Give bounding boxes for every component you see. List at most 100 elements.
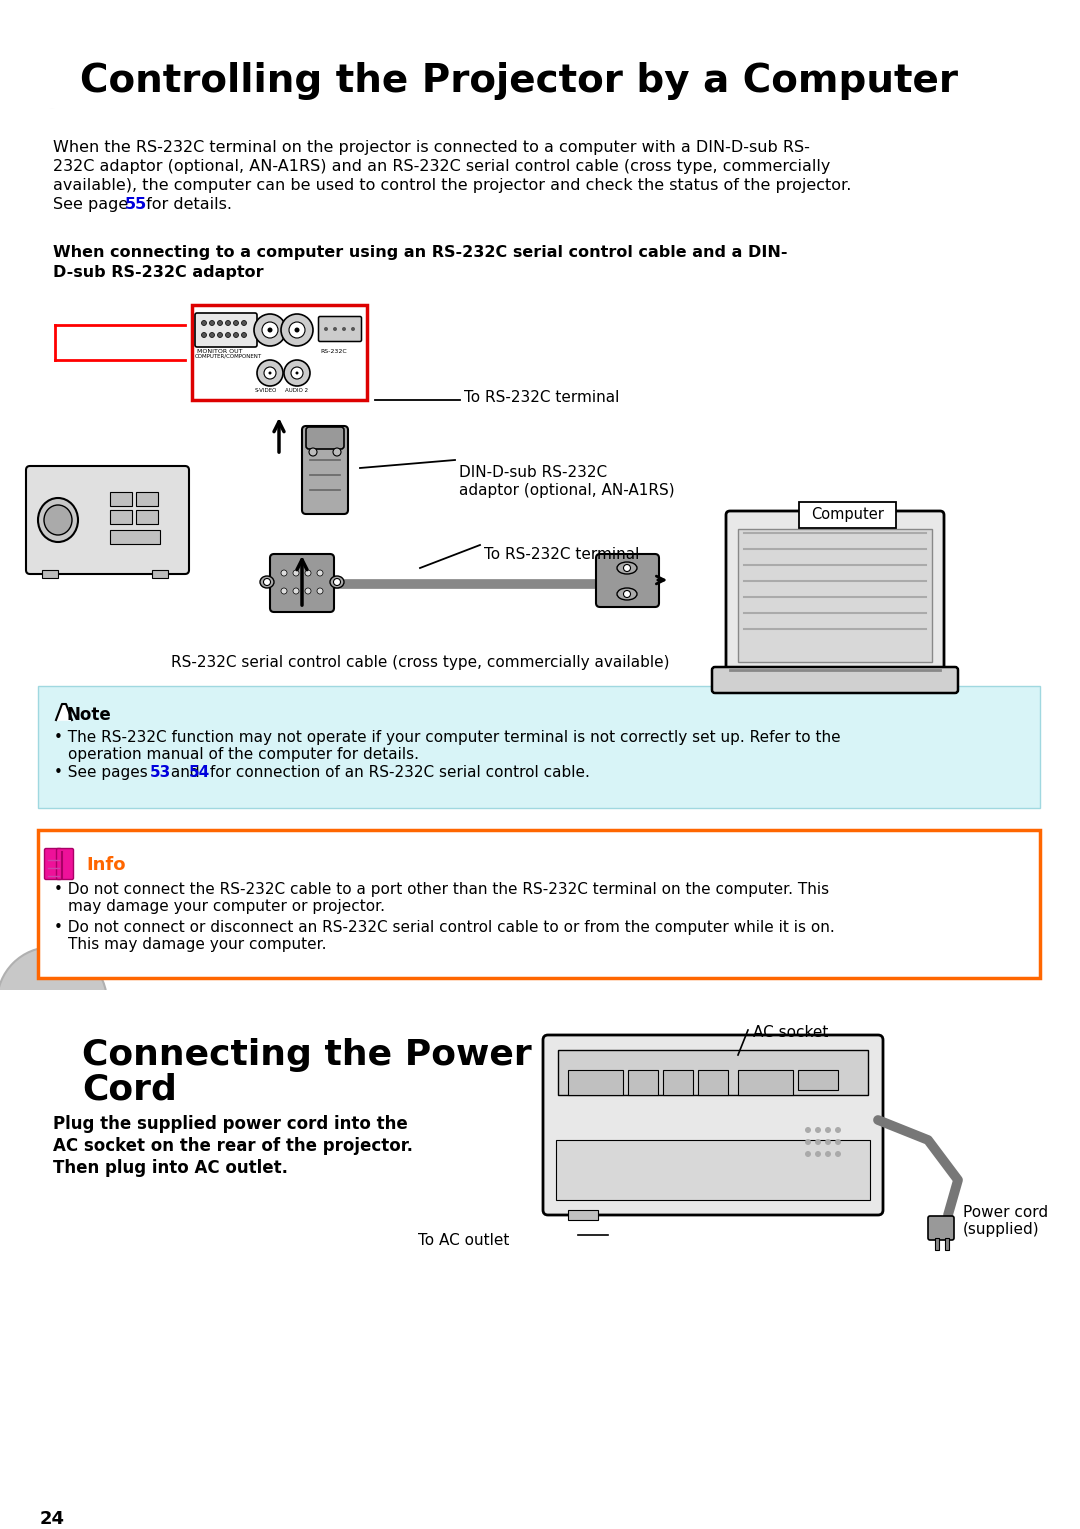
Bar	[110, 511, 132, 524]
Text: MONITOR OUT: MONITOR OUT	[197, 349, 243, 355]
Ellipse shape	[0, 946, 107, 1057]
Bar	[568, 1070, 623, 1095]
Text: To RS-232C terminal: To RS-232C terminal	[484, 547, 639, 563]
Text: RS-232C serial control cable (cross type, commercially available): RS-232C serial control cable (cross type…	[171, 654, 670, 670]
Ellipse shape	[44, 505, 72, 535]
Text: To RS-232C terminal: To RS-232C terminal	[464, 390, 619, 405]
Text: When connecting to a computer using an RS-232C serial control cable and a DIN-: When connecting to a computer using an R…	[53, 245, 787, 260]
Circle shape	[210, 332, 215, 338]
Circle shape	[835, 1139, 841, 1145]
Circle shape	[815, 1139, 821, 1145]
Text: for details.: for details.	[141, 197, 232, 213]
Circle shape	[825, 1139, 831, 1145]
Circle shape	[815, 1151, 821, 1157]
Text: See page: See page	[53, 197, 133, 213]
Circle shape	[202, 321, 206, 326]
Circle shape	[825, 1127, 831, 1133]
Circle shape	[257, 359, 283, 385]
FancyBboxPatch shape	[302, 427, 348, 514]
Text: 24: 24	[40, 1511, 65, 1527]
FancyBboxPatch shape	[799, 502, 896, 528]
Text: 53: 53	[150, 764, 172, 780]
Bar	[738, 1070, 793, 1095]
Circle shape	[254, 313, 286, 346]
Circle shape	[268, 327, 272, 332]
Circle shape	[217, 332, 222, 338]
Bar	[568, 1209, 598, 1220]
Circle shape	[226, 332, 230, 338]
Circle shape	[351, 327, 355, 330]
Text: AUDIO 2: AUDIO 2	[285, 388, 308, 393]
FancyBboxPatch shape	[38, 830, 1040, 979]
FancyBboxPatch shape	[712, 667, 958, 693]
Ellipse shape	[617, 563, 637, 573]
Text: To AC outlet: To AC outlet	[418, 1232, 510, 1248]
Text: 55: 55	[125, 197, 147, 213]
Text: Connecting the Power: Connecting the Power	[82, 1038, 531, 1072]
Text: • Do not connect or disconnect an RS-232C serial control cable to or from the co: • Do not connect or disconnect an RS-232…	[54, 920, 835, 936]
Circle shape	[281, 570, 287, 576]
Text: available), the computer can be used to control the projector and check the stat: available), the computer can be used to …	[53, 177, 851, 193]
Circle shape	[293, 589, 299, 593]
Circle shape	[835, 1127, 841, 1133]
Circle shape	[269, 372, 271, 375]
Ellipse shape	[617, 589, 637, 599]
FancyBboxPatch shape	[928, 1216, 954, 1240]
Circle shape	[835, 1151, 841, 1157]
Ellipse shape	[38, 498, 78, 541]
Text: Plug the supplied power cord into the: Plug the supplied power cord into the	[53, 1115, 408, 1133]
Circle shape	[242, 332, 246, 338]
Text: for connection of an RS-232C serial control cable.: for connection of an RS-232C serial cont…	[205, 764, 590, 780]
Text: AC socket on the rear of the projector.: AC socket on the rear of the projector.	[53, 1138, 413, 1154]
Polygon shape	[56, 703, 72, 720]
Bar	[945, 1238, 949, 1251]
Ellipse shape	[330, 576, 345, 589]
Bar	[110, 492, 132, 506]
Circle shape	[318, 570, 323, 576]
Circle shape	[242, 321, 246, 326]
Circle shape	[305, 589, 311, 593]
Circle shape	[202, 332, 206, 338]
Ellipse shape	[260, 576, 274, 589]
Text: operation manual of the computer for details.: operation manual of the computer for det…	[68, 748, 419, 761]
FancyBboxPatch shape	[543, 1035, 883, 1216]
Bar	[663, 1070, 693, 1095]
Circle shape	[281, 313, 313, 346]
FancyBboxPatch shape	[38, 687, 1040, 807]
Bar	[42, 570, 58, 578]
Bar	[556, 1141, 870, 1200]
Ellipse shape	[0, 0, 107, 107]
Text: This may damage your computer.: This may damage your computer.	[68, 937, 326, 953]
Text: D-sub RS-232C adaptor: D-sub RS-232C adaptor	[53, 265, 264, 280]
Circle shape	[805, 1151, 811, 1157]
Circle shape	[623, 564, 631, 572]
Circle shape	[318, 589, 323, 593]
Circle shape	[264, 367, 276, 379]
Circle shape	[805, 1127, 811, 1133]
Text: RS-232C: RS-232C	[320, 349, 347, 355]
Bar	[798, 1070, 838, 1090]
Bar	[0, 989, 1080, 1090]
Text: Power cord
(supplied): Power cord (supplied)	[963, 1205, 1048, 1237]
Circle shape	[233, 332, 239, 338]
Text: When the RS-232C terminal on the projector is connected to a computer with a DIN: When the RS-232C terminal on the project…	[53, 141, 810, 154]
Circle shape	[309, 448, 318, 456]
Bar	[738, 529, 932, 662]
Bar	[935, 1238, 939, 1251]
Text: and: and	[166, 764, 204, 780]
Text: Cord: Cord	[82, 1072, 177, 1105]
Circle shape	[289, 323, 305, 338]
Text: DIN-D-sub RS-232C: DIN-D-sub RS-232C	[459, 465, 607, 480]
Text: adaptor (optional, AN-A1RS): adaptor (optional, AN-A1RS)	[459, 483, 675, 498]
Text: Computer: Computer	[811, 508, 883, 523]
FancyBboxPatch shape	[192, 304, 367, 401]
Text: Note: Note	[66, 706, 111, 725]
Bar	[627, 1070, 658, 1095]
Text: • The RS-232C function may not operate if your computer terminal is not correctl: • The RS-232C function may not operate i…	[54, 729, 840, 745]
Circle shape	[333, 448, 341, 456]
Circle shape	[281, 589, 287, 593]
Circle shape	[334, 578, 340, 586]
Circle shape	[805, 1139, 811, 1145]
Text: • Do not connect the RS-232C cable to a port other than the RS-232C terminal on : • Do not connect the RS-232C cable to a …	[54, 882, 829, 898]
Circle shape	[217, 321, 222, 326]
